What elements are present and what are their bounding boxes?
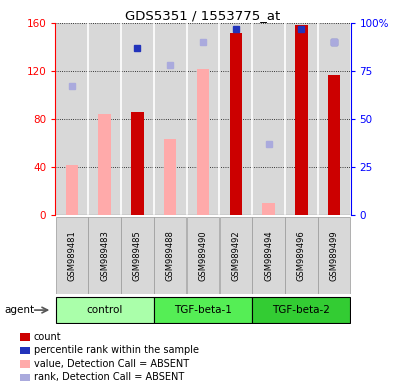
Text: GSM989499: GSM989499: [329, 230, 338, 281]
Bar: [294, 25, 307, 215]
Text: GSM989485: GSM989485: [133, 230, 142, 281]
Text: rank, Detection Call = ABSENT: rank, Detection Call = ABSENT: [34, 372, 184, 382]
Text: GSM989488: GSM989488: [165, 230, 174, 281]
Text: GSM989496: GSM989496: [296, 230, 305, 281]
Text: percentile rank within the sample: percentile rank within the sample: [34, 345, 198, 356]
Bar: [88, 217, 121, 294]
Text: GSM989494: GSM989494: [263, 230, 272, 281]
Bar: [131, 112, 143, 215]
Bar: [20, 374, 30, 381]
Bar: [20, 347, 30, 354]
Bar: [153, 297, 252, 323]
Text: count: count: [34, 332, 61, 342]
Bar: [55, 217, 88, 294]
Bar: [252, 297, 350, 323]
Text: GSM989481: GSM989481: [67, 230, 76, 281]
Bar: [196, 69, 209, 215]
Bar: [55, 297, 153, 323]
Title: GDS5351 / 1553775_at: GDS5351 / 1553775_at: [125, 9, 280, 22]
Bar: [317, 217, 350, 294]
Bar: [229, 33, 241, 215]
Bar: [65, 165, 78, 215]
Text: TGF-beta-2: TGF-beta-2: [272, 305, 330, 315]
Bar: [121, 217, 153, 294]
Bar: [262, 203, 274, 215]
Text: value, Detection Call = ABSENT: value, Detection Call = ABSENT: [34, 359, 189, 369]
Bar: [164, 139, 176, 215]
Text: agent: agent: [4, 305, 34, 315]
Bar: [327, 74, 339, 215]
Bar: [20, 360, 30, 367]
Text: GSM989483: GSM989483: [100, 230, 109, 281]
Bar: [153, 217, 186, 294]
Text: GSM989490: GSM989490: [198, 230, 207, 281]
Bar: [98, 114, 110, 215]
Bar: [219, 217, 252, 294]
Text: TGF-beta-1: TGF-beta-1: [173, 305, 231, 315]
Text: GSM989492: GSM989492: [231, 230, 240, 281]
Bar: [186, 217, 219, 294]
Bar: [20, 333, 30, 341]
Text: control: control: [86, 305, 122, 315]
Bar: [284, 217, 317, 294]
Bar: [252, 217, 284, 294]
